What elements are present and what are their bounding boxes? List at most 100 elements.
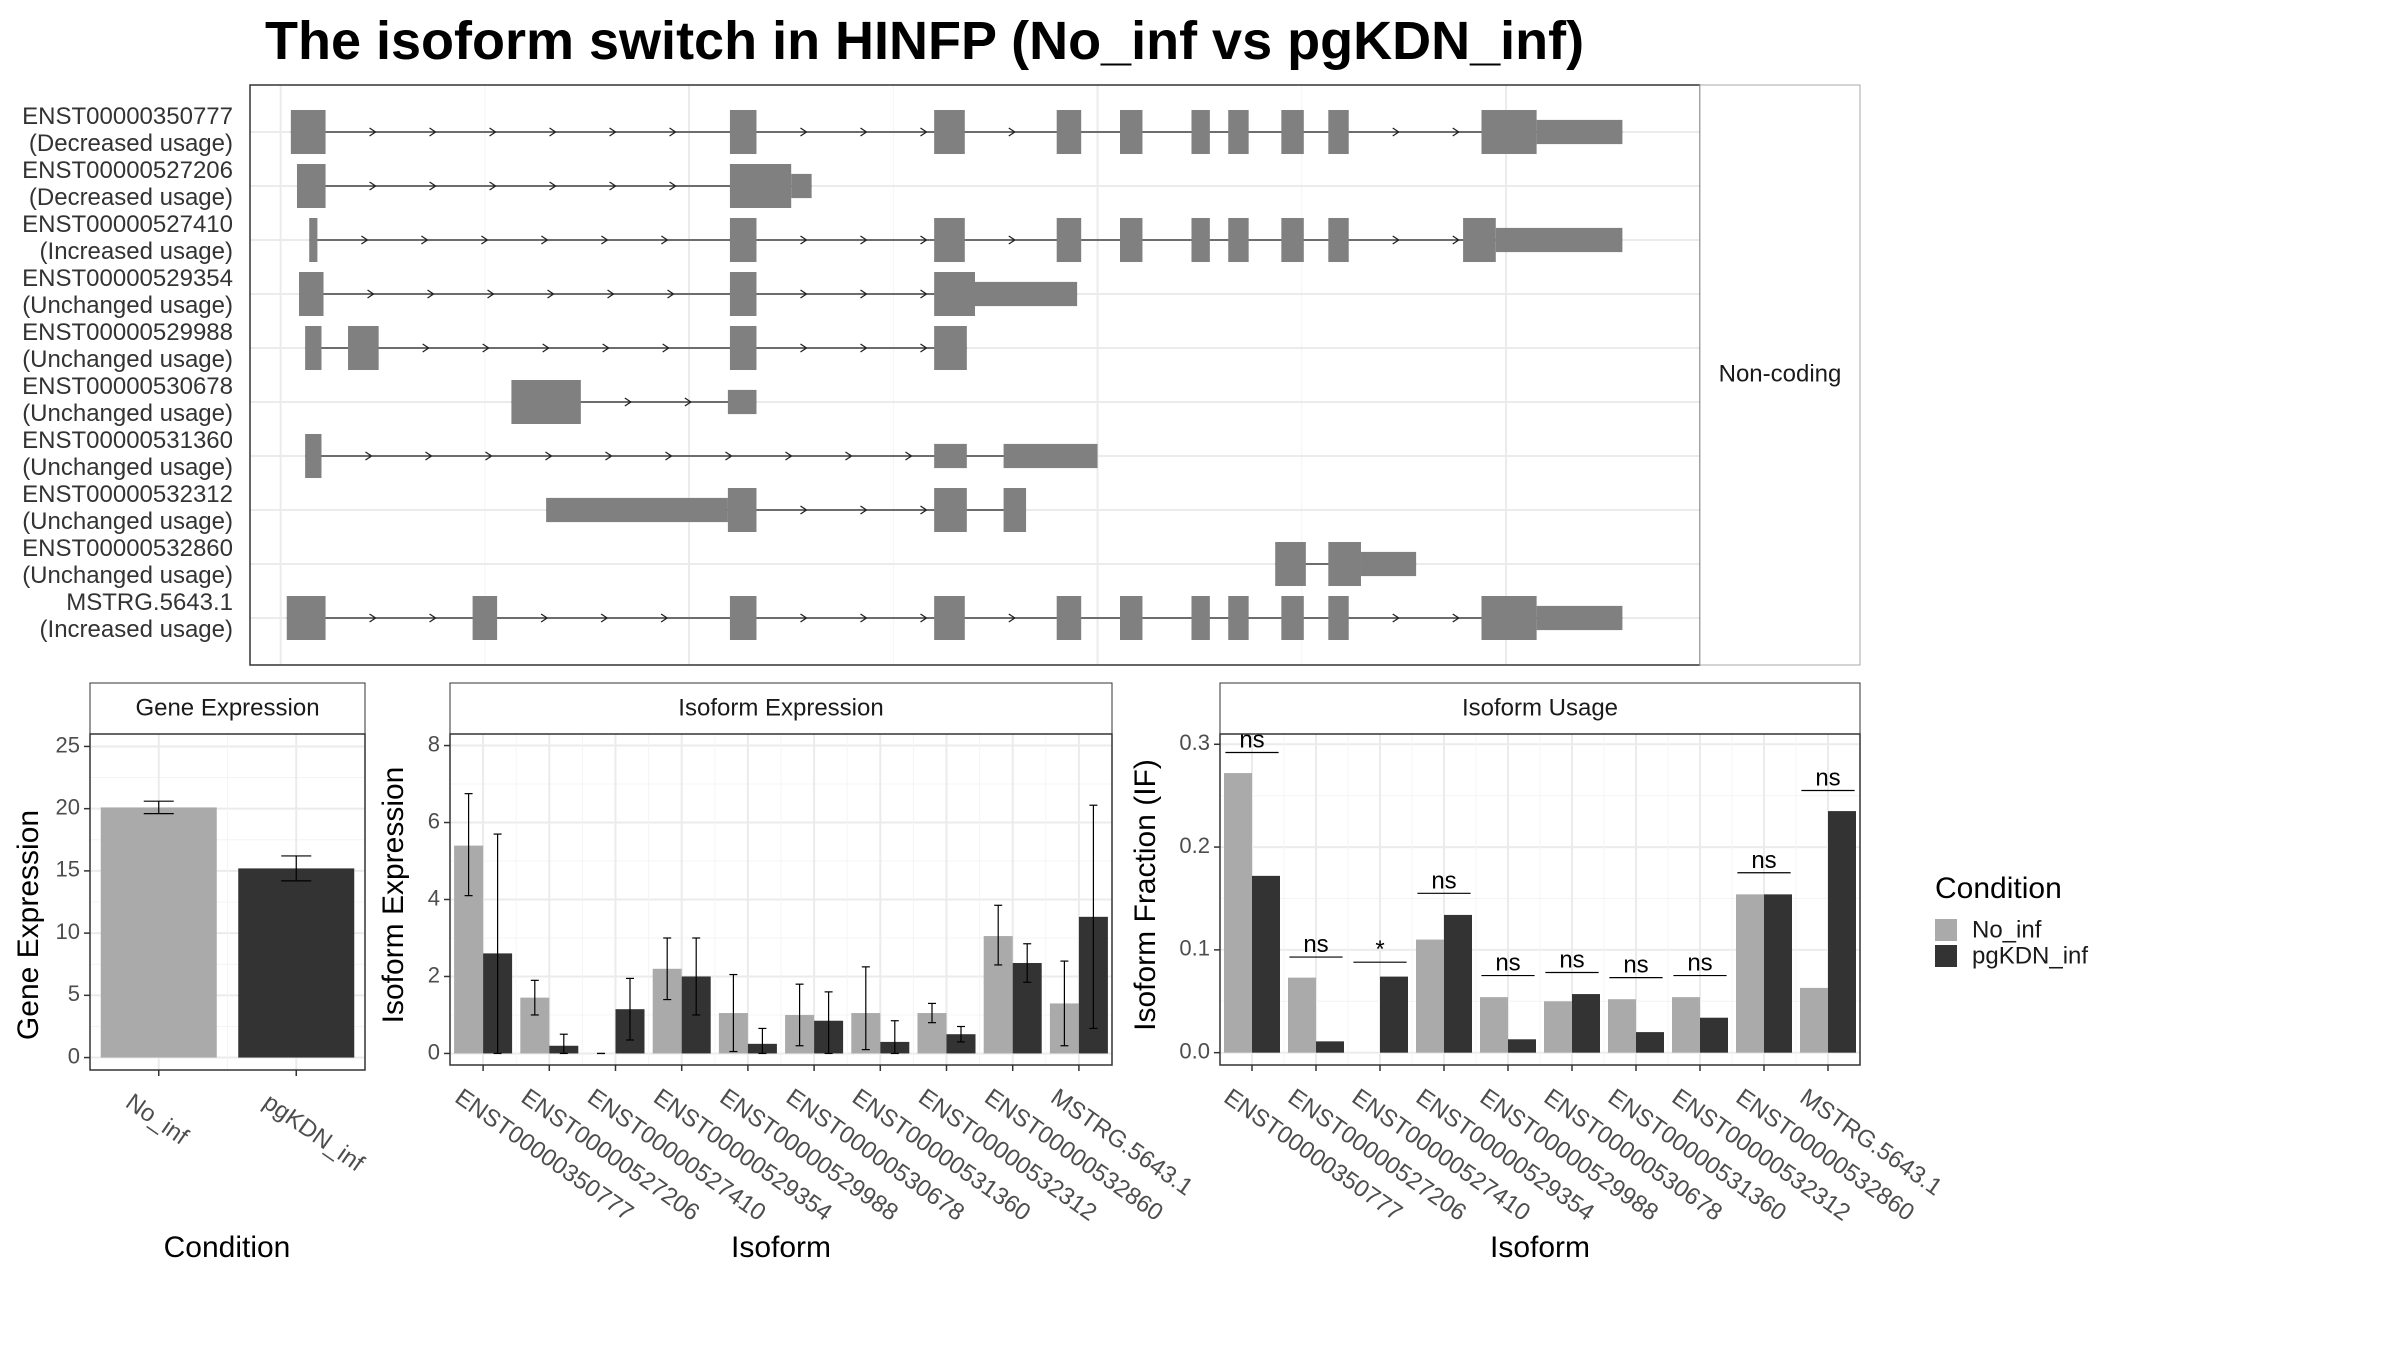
intron-arrow [547, 289, 555, 299]
legend: Condition No_inf pgKDN_inf [1935, 872, 2088, 969]
bar [1252, 875, 1280, 1053]
gene-expression-panel: Gene Expression 0 5 10 15 20 25 No_inf pgKDN_in… [12, 682, 369, 1264]
intron-arrow [427, 289, 435, 299]
intron-arrow [602, 343, 610, 353]
transcript-usage-label: (Increased usage) [40, 238, 233, 265]
significance-label: ns [1751, 847, 1776, 874]
intron-arrow [920, 289, 928, 299]
exon-block [1481, 596, 1537, 640]
transcript-id-label: ENST00000532312 [22, 481, 233, 508]
exon-block [1228, 110, 1249, 154]
transcript-id-label: ENST00000350777 [22, 103, 233, 130]
intron-arrow [485, 451, 493, 461]
bar [1224, 773, 1252, 1053]
intron-arrow [920, 343, 928, 353]
transcript-track [511, 380, 757, 424]
significance-label: ns [1495, 950, 1520, 977]
transcript-track [305, 326, 967, 370]
bar [238, 868, 355, 1058]
intron-arrow [421, 235, 429, 245]
intron-arrow [860, 235, 868, 245]
exon-block [729, 218, 757, 262]
transcript-usage-label: (Decreased usage) [29, 130, 233, 157]
exon-block [296, 164, 326, 208]
usage-strip [1219, 682, 1861, 735]
legend-title: Condition [1935, 872, 2062, 905]
intron-arrow [545, 451, 553, 461]
transcript-track [286, 596, 1623, 640]
intron-arrow [800, 505, 808, 515]
structure-labels: ENST00000350777(Decreased usage)ENST0000… [22, 103, 233, 643]
iso-strip-title: Isoform Expression [678, 694, 883, 721]
exon-block [1228, 218, 1249, 262]
bar [1416, 939, 1444, 1053]
bar [1828, 811, 1856, 1053]
exon-block [1120, 596, 1143, 640]
intron-arrow [684, 397, 693, 407]
intron-arrow [669, 127, 677, 137]
exon-block [934, 326, 967, 370]
exon-block [1281, 218, 1304, 262]
exon-block [472, 596, 498, 640]
intron-arrow [920, 127, 928, 137]
intron-arrow [369, 613, 377, 623]
transcript-track [1275, 542, 1417, 586]
structure-strip [1699, 84, 1861, 666]
transcript-id-label: ENST00000527206 [22, 157, 233, 184]
exon-block [1328, 218, 1349, 262]
y-tick-label: 8 [428, 731, 440, 756]
bar [1736, 894, 1764, 1053]
significance-label: ns [1623, 952, 1648, 979]
exon-block [729, 164, 792, 208]
intron-arrow [1452, 127, 1460, 137]
intron-arrow [481, 235, 489, 245]
structure-tracks [286, 110, 1623, 640]
gene-plot-area: 0 5 10 15 20 25 No_inf pgKDN_inf [56, 732, 369, 1177]
intron-arrow [800, 289, 808, 299]
intron-arrow [845, 451, 853, 461]
intron-arrow [540, 613, 549, 623]
intron-arrow [624, 397, 633, 407]
transcript-id-label: MSTRG.5643.1 [66, 589, 233, 616]
significance-label: * [1375, 936, 1384, 963]
exon-block [305, 434, 322, 478]
intron-arrow [1392, 613, 1400, 623]
exon-block [1056, 110, 1082, 154]
gene-strip-title: Gene Expression [135, 694, 319, 721]
exon-block [286, 596, 326, 640]
exon-block [729, 326, 757, 370]
exon-block [729, 110, 757, 154]
gene-ylabel: Gene Expression [12, 810, 45, 1040]
y-tick-label: 0.3 [1179, 730, 1210, 755]
intron-arrow [489, 127, 497, 137]
y-tick-label: 20 [56, 794, 80, 819]
significance-label: ns [1303, 931, 1328, 958]
intron-arrow [429, 613, 437, 623]
intron-arrow [429, 181, 437, 191]
transcript-track [296, 164, 812, 208]
transcript-id-label: ENST00000529988 [22, 319, 233, 346]
exon-block [1191, 596, 1210, 640]
utr-block [1495, 227, 1623, 253]
intron-arrow [425, 451, 433, 461]
intron-arrow [860, 343, 868, 353]
gene-xlabel: Condition [164, 1231, 291, 1264]
usage-ylabel: Isoform Fraction (IF) [1129, 759, 1162, 1031]
y-tick-label: 4 [428, 885, 440, 910]
intron-arrow [609, 127, 617, 137]
intron-arrow [1008, 235, 1016, 245]
exon-block [511, 380, 581, 424]
chart-title: The isoform switch in HINFP (No_inf vs p… [265, 11, 1585, 71]
transcript-track [290, 110, 1623, 154]
exon-block [305, 326, 322, 370]
plot-border [89, 733, 366, 1071]
isoform-expression-panel: Isoform Expression 02468ENST00000350777E… [377, 682, 1198, 1264]
bar [1480, 997, 1508, 1053]
utr-block [1360, 551, 1417, 577]
exon-block [1275, 542, 1306, 586]
intron-arrow [429, 127, 437, 137]
intron-arrow [1452, 613, 1460, 623]
bar [1764, 894, 1792, 1053]
intron-arrow [1392, 127, 1400, 137]
